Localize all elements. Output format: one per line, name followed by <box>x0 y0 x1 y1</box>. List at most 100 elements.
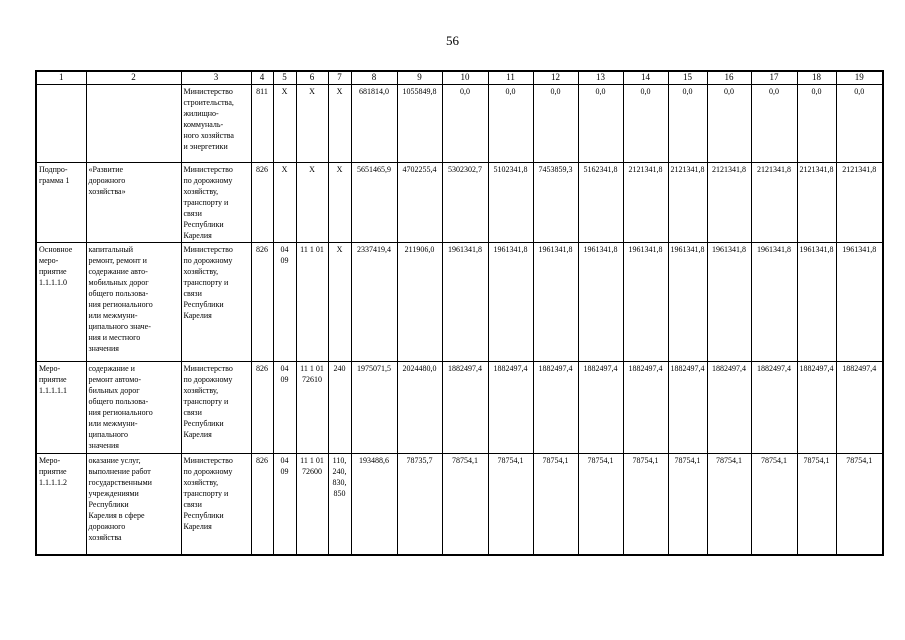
table-cell: 78754,1 <box>487 453 534 555</box>
table-cell: 826 <box>250 361 274 454</box>
table-cell: 1961341,8 <box>750 242 798 362</box>
table-cell: 1055849,8 <box>396 84 443 163</box>
table-cell: 78754,1 <box>577 453 624 555</box>
table-cell: Министерство строительства, жилищно- ком… <box>180 84 252 163</box>
table-cell: 78754,1 <box>706 453 752 555</box>
table-cell: 2121341,8 <box>835 162 884 243</box>
column-header: 8 <box>350 70 398 85</box>
table-cell: 5651465,9 <box>350 162 398 243</box>
table-cell: Основное меро- приятие 1.1.1.1.0 <box>35 242 87 362</box>
table-cell: X <box>327 84 352 163</box>
table-cell: 240 <box>327 361 352 454</box>
table-cell: 78754,1 <box>532 453 579 555</box>
table-cell: X <box>272 84 297 163</box>
table-cell: «Развитие дорожного хозяйства» <box>85 162 182 243</box>
table-cell: 2024480,0 <box>396 361 443 454</box>
table-row: Основное меро- приятие 1.1.1.1.0 капитал… <box>35 242 884 362</box>
column-header: 5 <box>272 70 297 85</box>
table-cell: 2121341,8 <box>622 162 669 243</box>
column-header: 14 <box>622 70 669 85</box>
table-cell: 04 09 <box>272 361 297 454</box>
table-cell: 11 1 01 72600 <box>295 453 329 555</box>
column-header: 16 <box>706 70 752 85</box>
column-header: 6 <box>295 70 329 85</box>
table-cell: Министерство по дорожному хозяйству, тра… <box>180 162 252 243</box>
table-cell: 78754,1 <box>667 453 708 555</box>
table-cell: 2337419,4 <box>350 242 398 362</box>
table-cell: 4702255,4 <box>396 162 443 243</box>
table-cell <box>85 84 182 163</box>
column-header: 13 <box>577 70 624 85</box>
budget-table: 1 2 3 4 5 6 7 8 9 10 11 12 13 14 15 16 1… <box>35 70 884 556</box>
column-header: 9 <box>396 70 443 85</box>
table-cell: 1975071,5 <box>350 361 398 454</box>
table-cell: 0,0 <box>532 84 579 163</box>
table-cell: Министерство по дорожному хозяйству, тра… <box>180 361 252 454</box>
table-cell: 1961341,8 <box>532 242 579 362</box>
table-cell: 78735,7 <box>396 453 443 555</box>
table-cell: 04 09 <box>272 453 297 555</box>
table-cell: 0,0 <box>667 84 708 163</box>
column-header: 2 <box>85 70 182 85</box>
table-cell: 0,0 <box>441 84 489 163</box>
table-cell: X <box>327 162 352 243</box>
table-cell: 1961341,8 <box>441 242 489 362</box>
table-row: Меро- приятие 1.1.1.1.2 оказание услуг, … <box>35 453 884 555</box>
table-row: Подпро- грамма 1 «Развитие дорожного хоз… <box>35 162 884 243</box>
table-cell: Меро- приятие 1.1.1.1.2 <box>35 453 87 555</box>
table-cell: X <box>295 162 329 243</box>
table-cell: 0,0 <box>622 84 669 163</box>
column-header: 19 <box>835 70 884 85</box>
table-cell: 5302302,7 <box>441 162 489 243</box>
column-header: 11 <box>487 70 534 85</box>
table-cell: 1882497,4 <box>835 361 884 454</box>
table-cell: 681814,0 <box>350 84 398 163</box>
column-header: 18 <box>796 70 837 85</box>
table-cell: Министерство по дорожному хозяйству, тра… <box>180 453 252 555</box>
table-cell: 11 1 01 72610 <box>295 361 329 454</box>
table-cell: 1961341,8 <box>706 242 752 362</box>
table-cell: 78754,1 <box>750 453 798 555</box>
table-cell: 826 <box>250 453 274 555</box>
table-cell: Министерство по дорожному хозяйству, тра… <box>180 242 252 362</box>
table-cell: 211906,0 <box>396 242 443 362</box>
table-cell: 1961341,8 <box>622 242 669 362</box>
table-cell: 1882497,4 <box>667 361 708 454</box>
table-cell: 1882497,4 <box>622 361 669 454</box>
table-cell: 1882497,4 <box>706 361 752 454</box>
table-cell: 1882497,4 <box>487 361 534 454</box>
table-cell: 811 <box>250 84 274 163</box>
column-header: 1 <box>35 70 87 85</box>
table-cell: капитальный ремонт, ремонт и содержание … <box>85 242 182 362</box>
table-cell: 2121341,8 <box>706 162 752 243</box>
table-cell: 2121341,8 <box>750 162 798 243</box>
column-header: 7 <box>327 70 352 85</box>
table-cell <box>35 84 87 163</box>
table-cell: 0,0 <box>577 84 624 163</box>
table-cell: 193488,6 <box>350 453 398 555</box>
table-cell: 826 <box>250 162 274 243</box>
table-cell: 1961341,8 <box>796 242 837 362</box>
page-number: 56 <box>446 33 459 48</box>
column-header: 17 <box>750 70 798 85</box>
table-cell: 0,0 <box>487 84 534 163</box>
table-cell: 1961341,8 <box>487 242 534 362</box>
table-cell: 0,0 <box>706 84 752 163</box>
table-cell: X <box>272 162 297 243</box>
table-cell: 826 <box>250 242 274 362</box>
table-cell: 11 1 01 <box>295 242 329 362</box>
table-cell: 2121341,8 <box>667 162 708 243</box>
column-header: 15 <box>667 70 708 85</box>
column-header: 3 <box>180 70 252 85</box>
table-cell: 78754,1 <box>441 453 489 555</box>
table-cell: 0,0 <box>750 84 798 163</box>
table-cell: 04 09 <box>272 242 297 362</box>
table-cell: 1961341,8 <box>667 242 708 362</box>
column-header: 4 <box>250 70 274 85</box>
table-cell: X <box>295 84 329 163</box>
column-header: 12 <box>532 70 579 85</box>
table-cell: 1882497,4 <box>577 361 624 454</box>
table-cell: 0,0 <box>796 84 837 163</box>
table-cell: 1882497,4 <box>441 361 489 454</box>
